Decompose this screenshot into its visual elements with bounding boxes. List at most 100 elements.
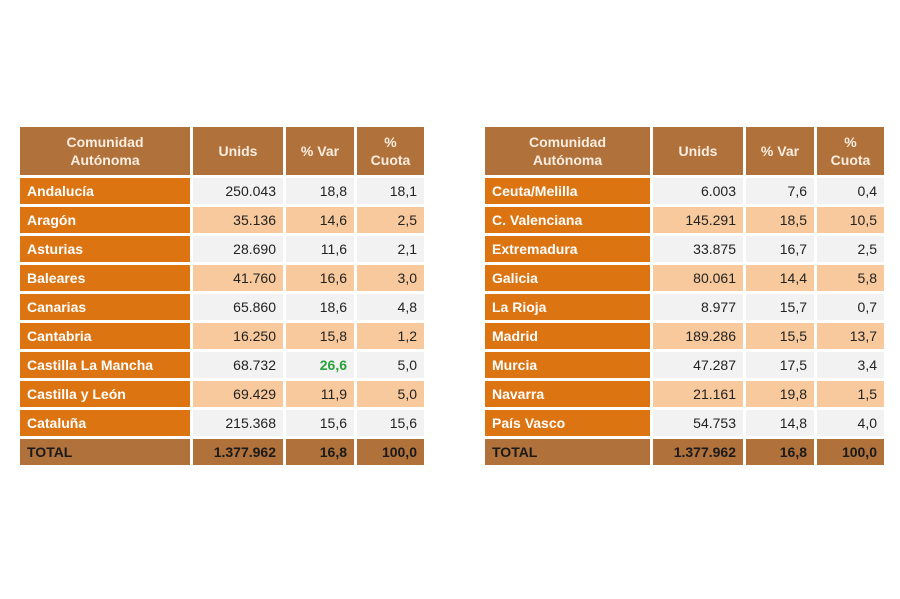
region-name: Aragón (20, 207, 190, 233)
region-cuota: 0,4 (817, 178, 884, 204)
region-var: 7,6 (746, 178, 814, 204)
table-row: Navarra 21.161 19,8 1,5 (485, 381, 884, 407)
region-var: 16,7 (746, 236, 814, 262)
total-label: TOTAL (20, 439, 190, 465)
region-units: 6.003 (653, 178, 743, 204)
region-var: 18,8 (286, 178, 354, 204)
region-cuota: 3,0 (357, 265, 424, 291)
region-cuota: 4,8 (357, 294, 424, 320)
region-name: La Rioja (485, 294, 650, 320)
total-units: 1.377.962 (193, 439, 283, 465)
total-row: TOTAL 1.377.962 16,8 100,0 (20, 439, 424, 465)
table-row: Cataluña 215.368 15,6 15,6 (20, 410, 424, 436)
region-cuota: 5,0 (357, 381, 424, 407)
region-var: 11,6 (286, 236, 354, 262)
region-name: Navarra (485, 381, 650, 407)
header-comunidad-line2: Autónoma (532, 152, 603, 168)
region-var: 14,4 (746, 265, 814, 291)
table-row: Ceuta/Melilla 6.003 7,6 0,4 (485, 178, 884, 204)
table-row: C. Valenciana 145.291 18,5 10,5 (485, 207, 884, 233)
region-var-highlight: 26,6 (286, 352, 354, 378)
region-name: Andalucía (20, 178, 190, 204)
table-row: Aragón 35.136 14,6 2,5 (20, 207, 424, 233)
region-units: 145.291 (653, 207, 743, 233)
table-row: Murcia 47.287 17,5 3,4 (485, 352, 884, 378)
region-units: 28.690 (193, 236, 283, 262)
header-var: % Var (286, 127, 354, 175)
header-cuota-line1: % (384, 134, 397, 150)
region-name: Castilla La Mancha (20, 352, 190, 378)
region-name: Cantabria (20, 323, 190, 349)
table-row: Galicia 80.061 14,4 5,8 (485, 265, 884, 291)
region-var: 19,8 (746, 381, 814, 407)
region-units: 189.286 (653, 323, 743, 349)
total-row: TOTAL 1.377.962 16,8 100,0 (485, 439, 884, 465)
region-units: 41.760 (193, 265, 283, 291)
region-units: 54.753 (653, 410, 743, 436)
region-name: Murcia (485, 352, 650, 378)
region-units: 47.287 (653, 352, 743, 378)
region-units: 69.429 (193, 381, 283, 407)
regions-table-right: Comunidad Autónoma Unids % Var % Cuota C… (482, 124, 887, 468)
region-name: Baleares (20, 265, 190, 291)
total-units: 1.377.962 (653, 439, 743, 465)
region-cuota: 10,5 (817, 207, 884, 233)
total-var: 16,8 (746, 439, 814, 465)
region-var: 11,9 (286, 381, 354, 407)
region-cuota: 1,5 (817, 381, 884, 407)
region-name: Canarias (20, 294, 190, 320)
region-name: Cataluña (20, 410, 190, 436)
region-cuota: 5,0 (357, 352, 424, 378)
region-units: 250.043 (193, 178, 283, 204)
region-units: 35.136 (193, 207, 283, 233)
header-cuota-line2: Cuota (370, 152, 411, 168)
region-units: 8.977 (653, 294, 743, 320)
region-units: 68.732 (193, 352, 283, 378)
region-name: Asturias (20, 236, 190, 262)
region-cuota: 2,5 (357, 207, 424, 233)
region-cuota: 2,5 (817, 236, 884, 262)
table-row: Baleares 41.760 16,6 3,0 (20, 265, 424, 291)
header-comunidad-line1: Comunidad (529, 134, 606, 150)
region-var: 16,6 (286, 265, 354, 291)
header-comunidad: Comunidad Autónoma (20, 127, 190, 175)
header-var: % Var (746, 127, 814, 175)
region-name: País Vasco (485, 410, 650, 436)
header-comunidad: Comunidad Autónoma (485, 127, 650, 175)
table-row: La Rioja 8.977 15,7 0,7 (485, 294, 884, 320)
region-name: Galicia (485, 265, 650, 291)
region-var: 18,5 (746, 207, 814, 233)
total-cuota: 100,0 (817, 439, 884, 465)
region-units: 80.061 (653, 265, 743, 291)
region-units: 21.161 (653, 381, 743, 407)
region-units: 33.875 (653, 236, 743, 262)
table-row: Madrid 189.286 15,5 13,7 (485, 323, 884, 349)
table-row: Canarias 65.860 18,6 4,8 (20, 294, 424, 320)
region-name: Ceuta/Melilla (485, 178, 650, 204)
region-var: 17,5 (746, 352, 814, 378)
region-units: 65.860 (193, 294, 283, 320)
regions-table-left: Comunidad Autónoma Unids % Var % Cuota A… (17, 124, 427, 468)
region-units: 215.368 (193, 410, 283, 436)
header-units: Unids (653, 127, 743, 175)
total-cuota: 100,0 (357, 439, 424, 465)
header-units: Unids (193, 127, 283, 175)
region-cuota: 3,4 (817, 352, 884, 378)
region-cuota: 18,1 (357, 178, 424, 204)
total-var: 16,8 (286, 439, 354, 465)
region-var: 18,6 (286, 294, 354, 320)
header-comunidad-line1: Comunidad (66, 134, 144, 150)
table-row: Andalucía 250.043 18,8 18,1 (20, 178, 424, 204)
region-cuota: 4,0 (817, 410, 884, 436)
region-cuota: 5,8 (817, 265, 884, 291)
header-comunidad-line2: Autónoma (70, 152, 140, 168)
table-row: Castilla La Mancha 68.732 26,6 5,0 (20, 352, 424, 378)
region-var: 15,8 (286, 323, 354, 349)
region-cuota: 2,1 (357, 236, 424, 262)
region-cuota: 0,7 (817, 294, 884, 320)
region-var: 15,5 (746, 323, 814, 349)
total-label: TOTAL (485, 439, 650, 465)
table-row: Extremadura 33.875 16,7 2,5 (485, 236, 884, 262)
region-cuota: 15,6 (357, 410, 424, 436)
region-name: Castilla y León (20, 381, 190, 407)
